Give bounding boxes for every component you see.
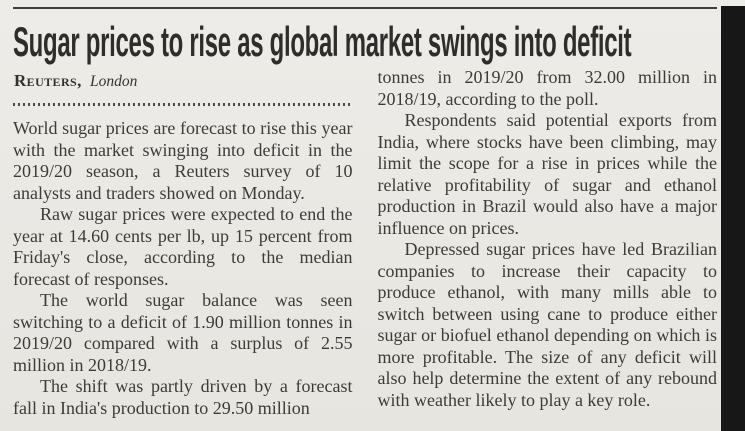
paragraph-4: The shift was partly driven by a forecas…	[13, 376, 353, 418]
byline: Reuters, London	[14, 70, 353, 92]
byline-source: Reuters,	[14, 71, 82, 90]
scan-edge-strip	[721, 6, 745, 431]
paragraph-1: World sugar prices are forecast to rise …	[13, 118, 353, 203]
paragraph-6: Depressed sugar prices have led Brazilia…	[377, 239, 718, 410]
dotted-separator	[13, 103, 353, 106]
top-rule	[13, 7, 717, 9]
paragraph-5: Respondents said potential exports from …	[377, 110, 718, 238]
article-columns: Reuters, London World sugar prices are f…	[13, 67, 717, 419]
paragraph-4-continued: tonnes in 2019/20 from 32.00 million in …	[377, 67, 718, 109]
column-right: tonnes in 2019/20 from 32.00 million in …	[378, 67, 718, 419]
column-left: Reuters, London World sugar prices are f…	[13, 67, 353, 419]
article-headline: Sugar prices to rise as global market sw…	[13, 19, 725, 65]
paragraph-3: The world sugar balance was seen switchi…	[13, 290, 353, 375]
byline-location: London	[90, 73, 138, 90]
paragraph-2: Raw sugar prices were expected to end th…	[13, 204, 353, 289]
article-headline-text: Sugar prices to rise as global market sw…	[13, 18, 632, 65]
